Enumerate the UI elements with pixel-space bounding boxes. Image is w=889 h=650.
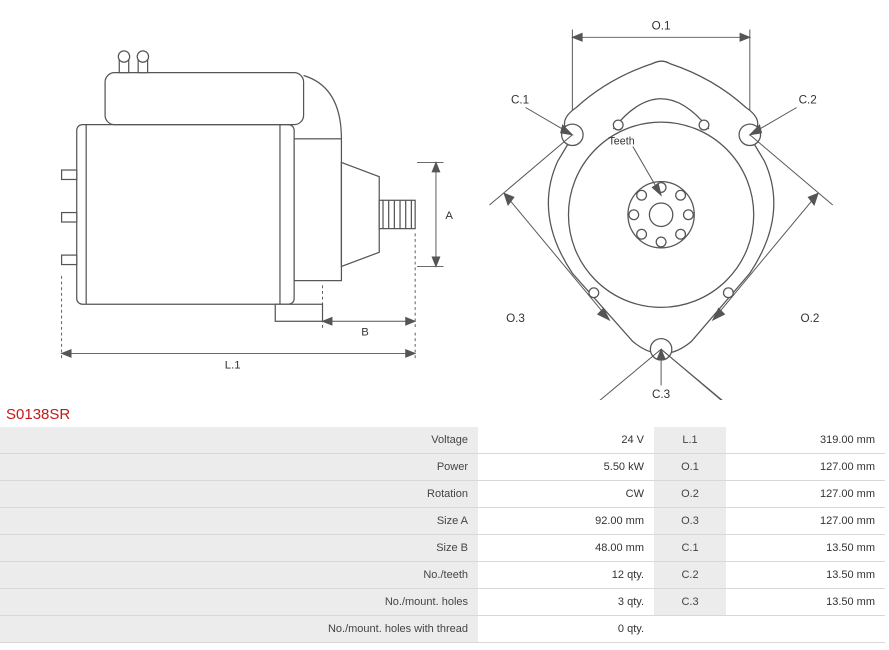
spec-value: CW: [478, 481, 654, 508]
spec-table: Voltage 24 V L.1 319.00 mm Power 5.50 kW…: [0, 427, 889, 643]
dim-O1-label: O.1: [652, 20, 671, 33]
empty-cell: [654, 616, 726, 643]
dim-O2-label: O.2: [800, 312, 819, 325]
dim-L1-label: L.1: [225, 360, 241, 372]
side-view-diagram: A B L.1: [20, 10, 455, 400]
spec-label: C.3: [654, 589, 726, 616]
spec-label: Rotation: [0, 481, 478, 508]
spec-value: 48.00 mm: [478, 535, 654, 562]
spec-value: 127.00 mm: [726, 481, 885, 508]
spec-value: 12 qty.: [478, 562, 654, 589]
spec-value: 13.50 mm: [726, 562, 885, 589]
dim-B-label: B: [361, 326, 369, 338]
spec-label: O.3: [654, 508, 726, 535]
spec-value: 13.50 mm: [726, 535, 885, 562]
spec-label: Size B: [0, 535, 478, 562]
dim-A-label: A: [445, 210, 453, 222]
spec-label: Power: [0, 454, 478, 481]
spec-value: 127.00 mm: [726, 508, 885, 535]
spec-value: 5.50 kW: [478, 454, 654, 481]
spec-value: 92.00 mm: [478, 508, 654, 535]
dim-C1-label: C.1: [511, 94, 529, 107]
spec-label: L.1: [654, 427, 726, 454]
part-number: S0138SR: [0, 400, 889, 427]
spec-value: 319.00 mm: [726, 427, 885, 454]
teeth-label: Teeth: [608, 136, 634, 148]
front-view-diagram: O.1: [455, 10, 869, 400]
spec-label: C.2: [654, 562, 726, 589]
spec-label: No./teeth: [0, 562, 478, 589]
page-container: A B L.1: [0, 0, 889, 643]
spec-label: No./mount. holes: [0, 589, 478, 616]
spec-label: Voltage: [0, 427, 478, 454]
spec-value: 0 qty.: [478, 616, 654, 643]
spec-label: Size A: [0, 508, 478, 535]
spec-value: 127.00 mm: [726, 454, 885, 481]
empty-cell: [726, 616, 885, 643]
dim-C3-label: C.3: [652, 388, 670, 400]
spec-label: C.1: [654, 535, 726, 562]
dim-C2-label: C.2: [798, 94, 816, 107]
spec-value: 3 qty.: [478, 589, 654, 616]
spec-value: 24 V: [478, 427, 654, 454]
spec-label: No./mount. holes with thread: [0, 616, 478, 643]
spec-label: O.1: [654, 454, 726, 481]
diagram-row: A B L.1: [0, 0, 889, 400]
spec-value: 13.50 mm: [726, 589, 885, 616]
dim-O3-label: O.3: [506, 312, 525, 325]
spec-label: O.2: [654, 481, 726, 508]
